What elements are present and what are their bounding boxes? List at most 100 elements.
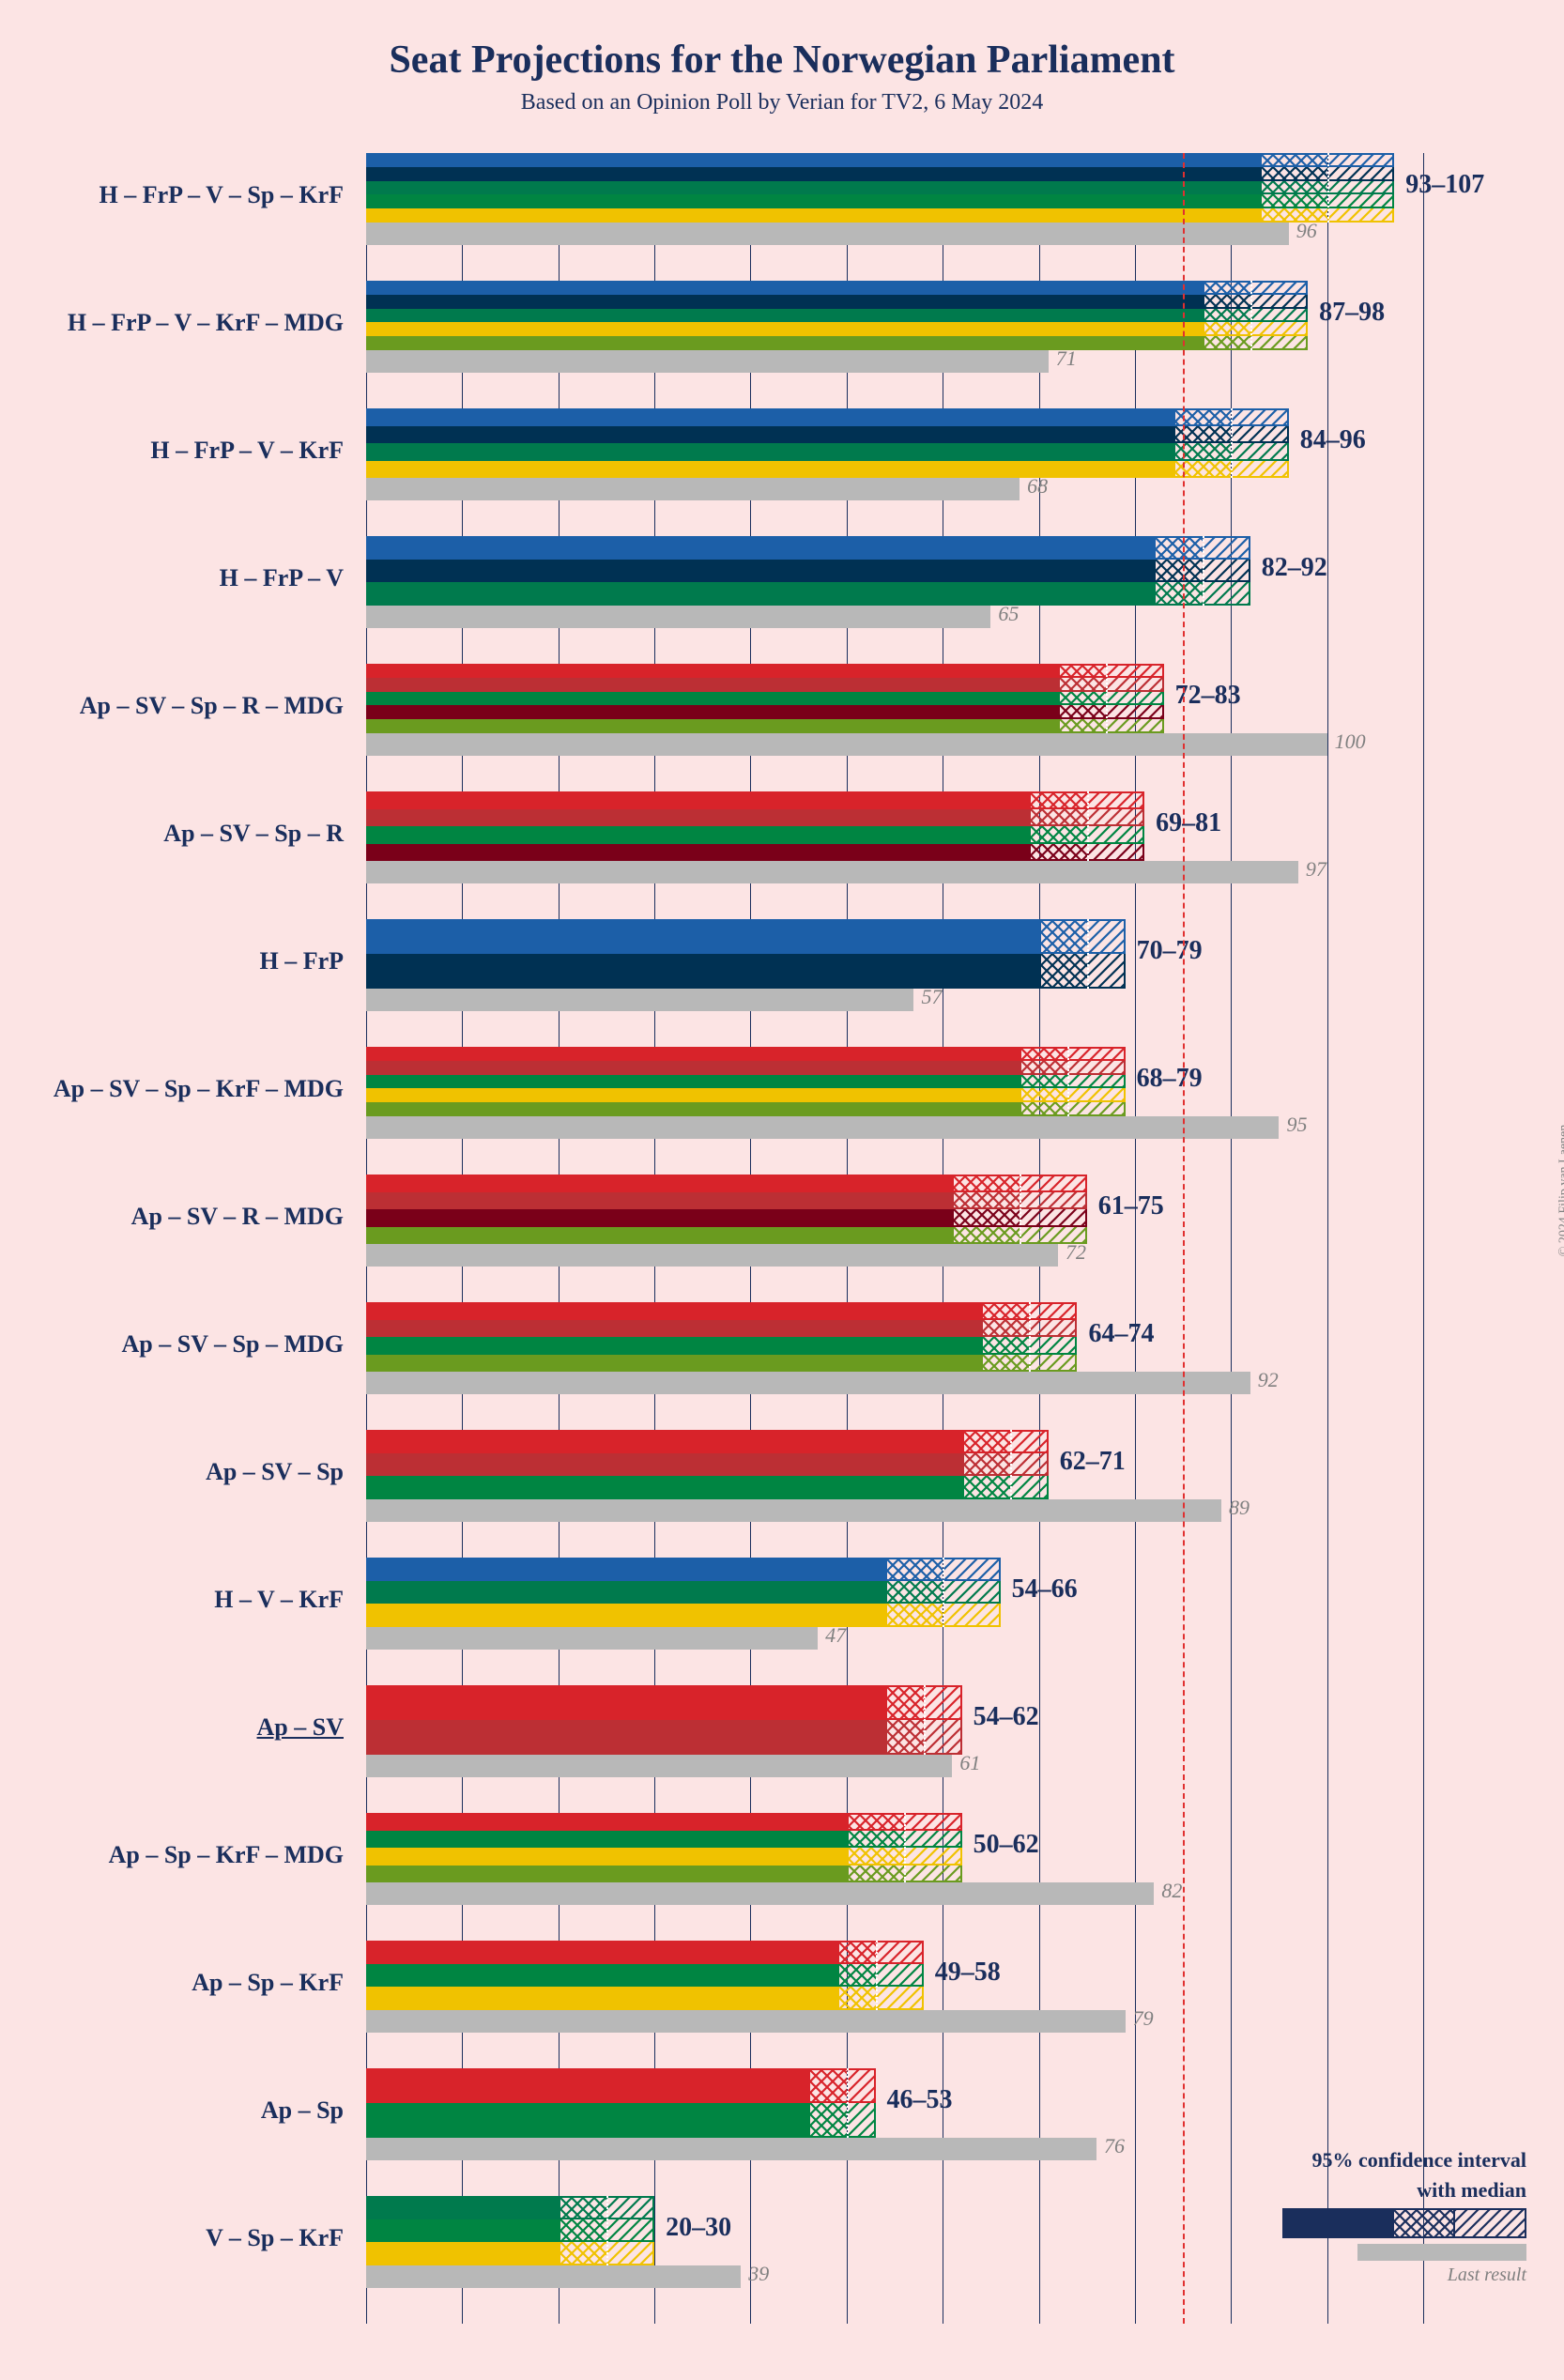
legend-ci-line2: with median	[1282, 2178, 1526, 2203]
ci-hatch	[1029, 1337, 1077, 1355]
ci-hatch	[1067, 1061, 1125, 1075]
coalition-row: H – FrP – V – Sp – KrF9693–107	[366, 153, 1423, 269]
ci-hatch	[952, 1227, 1020, 1245]
ci-hatch	[952, 1175, 1020, 1192]
last-result-value: 100	[1335, 729, 1366, 754]
median-marker	[1327, 153, 1329, 223]
ci-hatch	[1029, 1355, 1077, 1373]
range-label: 72–83	[1175, 681, 1241, 711]
coalition-row: V – Sp – KrF3920–30	[366, 2196, 1423, 2312]
projection-bar	[366, 1685, 885, 1755]
ci-hatch	[924, 1720, 962, 1755]
projection-bar	[366, 1558, 885, 1627]
party-stripe	[366, 664, 1058, 678]
ci-hatch	[1029, 826, 1086, 844]
ci-hatch	[943, 1604, 1000, 1627]
ci-hatch	[904, 1831, 961, 1849]
projection-bar	[366, 1941, 837, 2010]
party-stripe	[366, 1453, 962, 1477]
ci-hatch	[1029, 791, 1086, 809]
coalition-label: V – Sp – KrF	[206, 2224, 344, 2252]
confidence-interval	[837, 1941, 924, 2010]
party-stripe	[366, 194, 1260, 208]
party-stripe	[366, 461, 1173, 479]
ci-hatch	[1087, 919, 1126, 954]
ci-hatch	[904, 1848, 961, 1866]
coalition-row: H – V – KrF4754–66	[366, 1558, 1423, 1674]
party-stripe	[366, 1941, 837, 1964]
ci-hatch	[1039, 954, 1087, 989]
ci-hatch	[962, 1453, 1010, 1477]
party-stripe	[366, 1175, 952, 1192]
last-result-value: 97	[1306, 857, 1326, 882]
ci-hatch	[1203, 536, 1250, 560]
range-label: 50–62	[974, 1830, 1039, 1860]
ci-hatch	[847, 2103, 876, 2138]
confidence-interval	[808, 2068, 876, 2138]
party-stripe	[366, 309, 1203, 323]
ci-hatch	[981, 1302, 1029, 1320]
legend: 95% confidence interval with median Last…	[1282, 2148, 1526, 2286]
ci-hatch	[1231, 443, 1288, 461]
projection-bar	[366, 1813, 847, 1882]
party-stripe	[366, 1581, 885, 1605]
ci-hatch	[1106, 678, 1163, 692]
ci-hatch	[808, 2103, 847, 2138]
coalition-row: Ap – Sp – KrF7949–58	[366, 1941, 1423, 2057]
last-result-value: 61	[959, 1751, 980, 1775]
range-label: 49–58	[935, 1958, 1001, 1988]
ci-hatch	[1087, 954, 1126, 989]
ci-hatch	[1058, 692, 1106, 706]
coalition-label: H – V – KrF	[214, 1586, 344, 1614]
ci-hatch	[1087, 826, 1144, 844]
ci-hatch	[1260, 208, 1327, 223]
range-label: 82–92	[1262, 553, 1327, 583]
legend-ci-sample-bar	[1282, 2208, 1526, 2238]
last-result-value: 95	[1286, 1113, 1307, 1137]
range-label: 64–74	[1088, 1319, 1154, 1349]
projection-bar	[366, 2068, 808, 2138]
median-marker	[904, 1813, 906, 1882]
party-stripe	[366, 560, 1154, 583]
projection-bar	[366, 1430, 962, 1499]
confidence-interval	[1154, 536, 1250, 606]
party-stripe	[366, 322, 1203, 336]
ci-hatch	[981, 1337, 1029, 1355]
ci-hatch	[808, 2068, 847, 2103]
ci-hatch	[1029, 1302, 1077, 1320]
last-result-bar: 97	[366, 861, 1298, 883]
projection-bar	[366, 919, 1039, 989]
median-marker	[1010, 1430, 1012, 1499]
legend-solid	[1282, 2208, 1392, 2238]
range-label: 61–75	[1098, 1191, 1164, 1221]
ci-hatch	[943, 1558, 1000, 1581]
median-marker	[1250, 281, 1252, 350]
confidence-interval	[1039, 919, 1126, 989]
median-marker	[1029, 1302, 1031, 1372]
ci-hatch	[1029, 809, 1086, 827]
ci-hatch	[962, 1476, 1010, 1499]
coalition-label: H – FrP	[259, 947, 344, 975]
ci-hatch	[1327, 153, 1395, 167]
ci-hatch	[847, 1813, 904, 1831]
ci-hatch	[885, 1604, 943, 1627]
last-result-value: 89	[1229, 1496, 1250, 1520]
party-stripe	[366, 1102, 1020, 1116]
ci-hatch	[962, 1430, 1010, 1453]
party-stripe	[366, 1987, 837, 2010]
ci-hatch	[1087, 844, 1144, 862]
party-stripe	[366, 1430, 962, 1453]
confidence-interval	[1260, 153, 1394, 223]
range-label: 70–79	[1137, 936, 1203, 966]
party-stripe	[366, 2219, 559, 2243]
ci-hatch	[837, 1987, 876, 2010]
range-label: 54–66	[1012, 1574, 1078, 1605]
party-stripe	[366, 1337, 981, 1355]
last-result-bar: 39	[366, 2265, 741, 2288]
ci-hatch	[1203, 295, 1250, 309]
chart-subtitle: Based on an Opinion Poll by Verian for T…	[28, 90, 1536, 115]
party-stripe	[366, 1302, 981, 1320]
last-result-value: 76	[1104, 2134, 1125, 2158]
last-result-bar: 96	[366, 223, 1289, 245]
coalition-label: Ap – SV	[257, 1713, 344, 1742]
